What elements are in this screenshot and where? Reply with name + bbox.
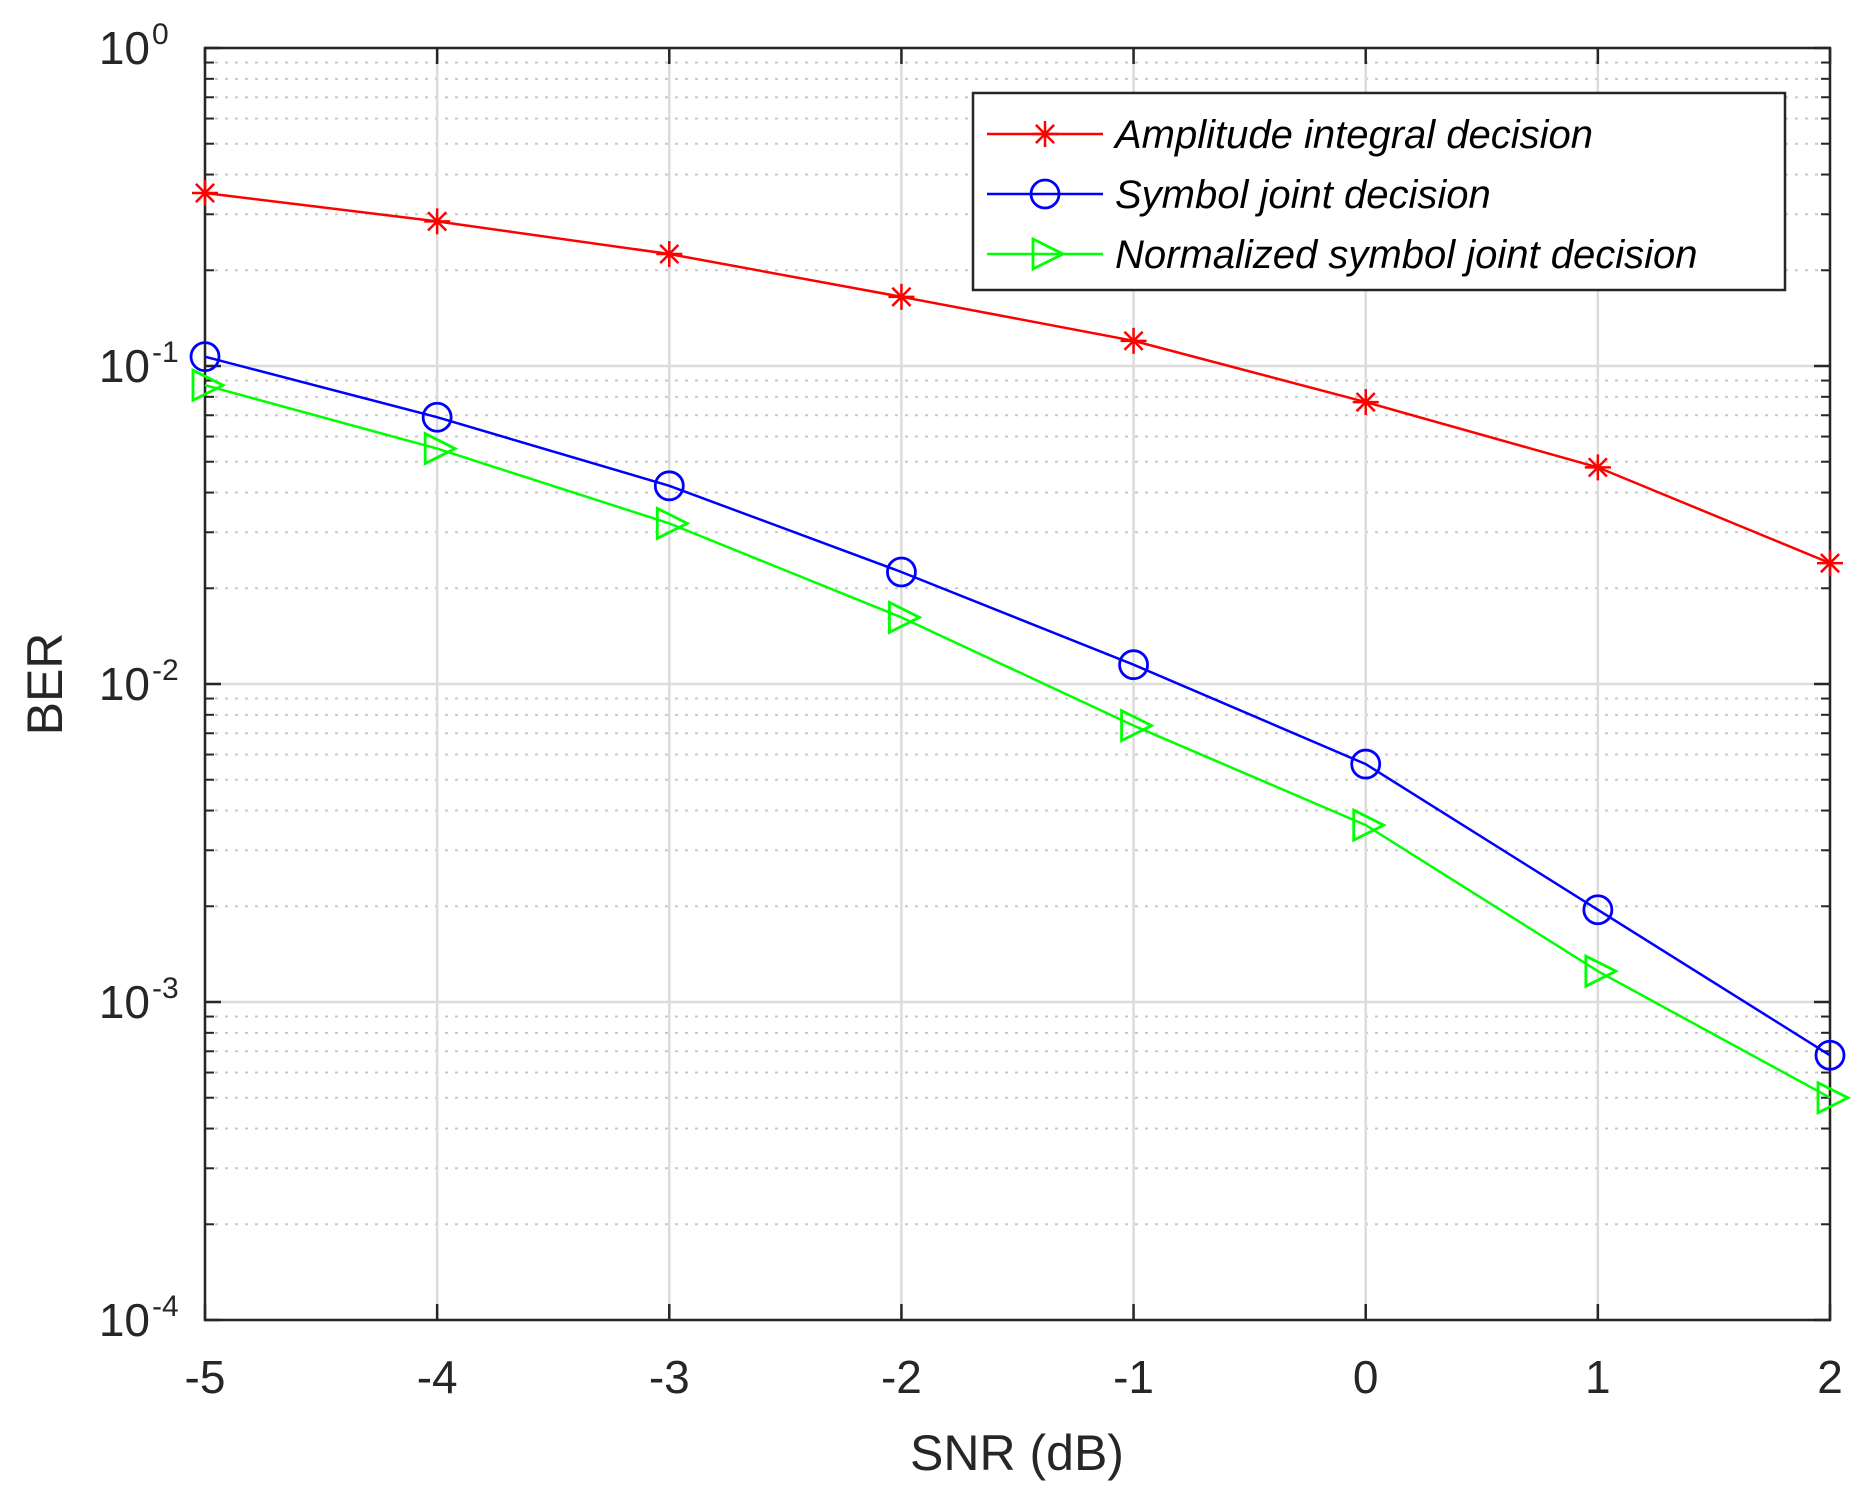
x-tick-label: 1 xyxy=(1585,1351,1611,1403)
series-point xyxy=(888,283,915,310)
asterisk-stroke xyxy=(1820,553,1840,574)
x-tick-label: -5 xyxy=(185,1351,226,1403)
y-tick-label: 10 xyxy=(99,1294,150,1346)
x-tick-label: -1 xyxy=(1113,1351,1154,1403)
y-tick-exponent: -1 xyxy=(152,336,179,369)
series-point xyxy=(886,556,917,588)
y-tick-label: 10 xyxy=(99,340,150,392)
series-point xyxy=(888,600,923,635)
series-1 xyxy=(192,179,1843,577)
legend-marker xyxy=(1029,178,1061,210)
legend-label: Symbol joint decision xyxy=(1115,173,1491,217)
series-point xyxy=(1120,708,1155,743)
series-point xyxy=(1816,1080,1852,1115)
x-tick-label: -2 xyxy=(881,1351,922,1403)
y-tick-exponent: -2 xyxy=(152,654,179,687)
series-point xyxy=(1584,953,1619,989)
legend: Amplitude integral decision Symbol joint … xyxy=(971,91,1787,292)
legend-label: Amplitude integral decision xyxy=(1113,113,1593,157)
series-3 xyxy=(191,367,1852,1115)
x-tick-label: -4 xyxy=(417,1351,458,1403)
series-point xyxy=(1352,389,1379,416)
y-tick-label: 10 xyxy=(99,22,150,74)
y-tick-exponent: -3 xyxy=(152,972,179,1005)
series-point xyxy=(653,470,685,502)
legend-entry: Normalized symbol joint decision xyxy=(987,233,1697,277)
series-point xyxy=(424,208,451,235)
series-point xyxy=(1118,649,1149,681)
asterisk-stroke xyxy=(1355,392,1376,413)
series-point xyxy=(1817,550,1843,577)
legend-label: Normalized symbol joint decision xyxy=(1115,233,1697,277)
asterisk-stroke xyxy=(195,183,215,203)
legend-marker xyxy=(1032,121,1058,147)
series-2 xyxy=(189,341,1846,1071)
y-tick-label: 10 xyxy=(99,658,150,710)
y-axis-label: BER xyxy=(17,633,73,736)
series-point xyxy=(423,431,459,466)
series-point xyxy=(1814,1039,1846,1071)
series-point xyxy=(191,367,227,403)
series-point xyxy=(421,401,453,433)
series-point xyxy=(1352,807,1387,843)
asterisk-stroke xyxy=(659,244,680,264)
asterisk-stroke xyxy=(1035,124,1055,144)
asterisk-stroke xyxy=(1123,330,1144,351)
series xyxy=(189,179,1852,1115)
y-tick-exponent: 0 xyxy=(152,18,169,51)
x-axis-label: SNR (dB) xyxy=(910,1425,1124,1481)
series-point xyxy=(192,179,218,206)
asterisk-stroke xyxy=(891,286,912,307)
legend-entry: Symbol joint decision xyxy=(987,173,1491,217)
series-line xyxy=(204,383,1831,1099)
asterisk-stroke xyxy=(427,211,448,232)
x-tick-label: -3 xyxy=(649,1351,690,1403)
y-tick-exponent: -4 xyxy=(152,1290,179,1323)
legend-box xyxy=(971,91,1787,292)
series-point xyxy=(656,241,683,268)
x-tick-label: 2 xyxy=(1817,1351,1843,1403)
series-point xyxy=(1350,748,1382,780)
series-point xyxy=(1584,454,1611,481)
series-point xyxy=(1582,894,1614,926)
series-point xyxy=(1120,327,1147,354)
legend-entry: Amplitude integral decision xyxy=(987,113,1593,157)
series-point xyxy=(189,341,221,373)
y-tick-label: 10 xyxy=(99,976,150,1028)
series-point xyxy=(655,506,691,541)
legend-marker xyxy=(1031,236,1067,272)
series-line xyxy=(204,191,1831,565)
series-line xyxy=(204,355,1831,1057)
asterisk-stroke xyxy=(1587,457,1608,478)
x-tick-label: 0 xyxy=(1353,1351,1379,1403)
